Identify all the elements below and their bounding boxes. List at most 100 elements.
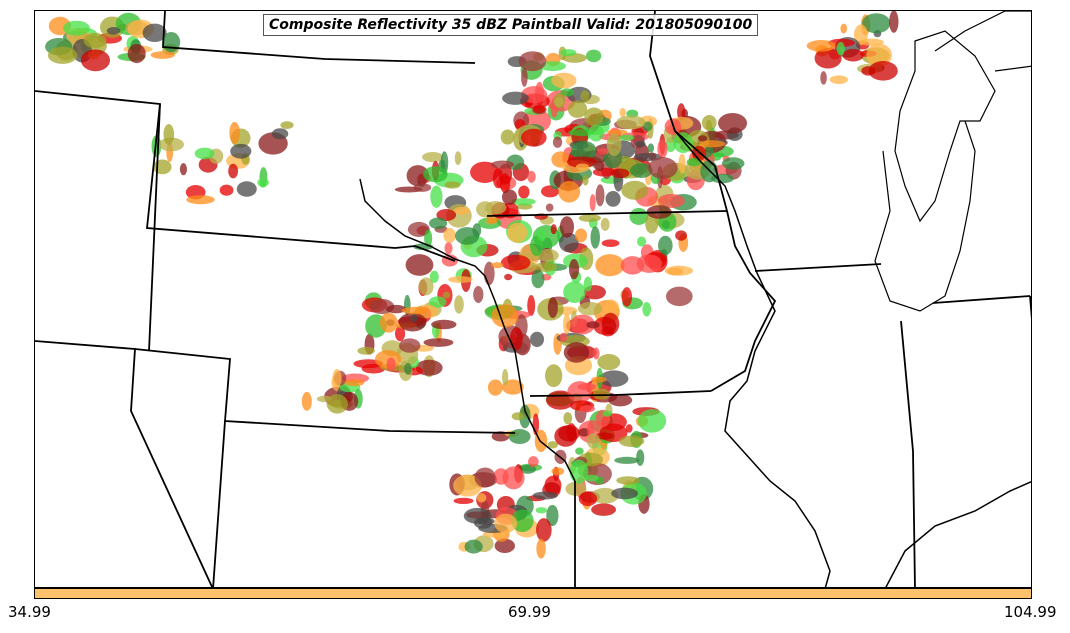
paintball-blob — [563, 412, 573, 425]
paintball-blob — [431, 319, 457, 330]
paintball-blob — [230, 143, 252, 159]
paintball-blob — [127, 43, 146, 64]
paintball-blob — [453, 474, 482, 497]
paintball-blob — [829, 75, 849, 85]
reflectivity-paintballs — [45, 11, 899, 559]
paintball-blob — [410, 313, 418, 323]
paintball-blob — [560, 49, 577, 57]
paintball-blob — [563, 313, 571, 335]
map-title: Composite Reflectivity 35 dBZ Paintball … — [263, 14, 759, 36]
paintball-blob — [422, 151, 444, 163]
paintball-blob — [664, 265, 694, 276]
paintball-blob — [559, 216, 575, 238]
paintball-blob — [840, 23, 848, 34]
paintball-blob — [494, 538, 515, 554]
paintball-blob — [595, 254, 625, 277]
paintball-blob — [619, 107, 627, 118]
paintball-blob — [862, 13, 891, 34]
colorbar-tick-label-min: 34.99 — [8, 603, 51, 621]
paintball-blob — [527, 170, 536, 183]
paintball-blob — [395, 325, 406, 342]
paintball-blob — [519, 404, 531, 429]
ohio-river — [885, 481, 1031, 587]
paintball-blob — [485, 201, 507, 215]
paintball-blob — [163, 124, 175, 145]
paintball-blob — [379, 312, 398, 333]
paintball-blob — [423, 338, 454, 347]
paintball-blob — [577, 301, 603, 316]
paintball-blob — [642, 302, 652, 317]
paintball-blob — [647, 143, 655, 153]
paintball-blob — [547, 441, 559, 449]
paintball-blob — [620, 256, 645, 275]
paintball-blob — [889, 11, 899, 33]
paintball-blob — [464, 539, 483, 554]
paintball-blob — [429, 217, 448, 230]
paintball-blob — [532, 491, 558, 500]
paintball-blob — [63, 20, 90, 36]
paintball-blob — [635, 140, 646, 148]
paintball-blob — [546, 504, 559, 527]
paintball-blob — [444, 242, 453, 255]
border-nd-sd — [35, 90, 161, 352]
paintball-blob — [219, 184, 234, 196]
paintball-blob — [519, 464, 536, 474]
paintball-blob — [552, 136, 563, 148]
paintball-blob — [511, 412, 524, 421]
paintball-blob — [453, 497, 474, 505]
paintball-blob — [563, 281, 586, 304]
paintball-blob — [630, 163, 653, 178]
paintball-blob — [453, 206, 470, 215]
lake-michigan-shore — [874, 120, 976, 312]
paintball-blob — [550, 224, 557, 235]
paintball-blob — [658, 194, 685, 208]
paintball-blob — [428, 296, 447, 308]
border-ne-ks — [134, 348, 516, 434]
paintball-blob — [583, 276, 593, 292]
colorbar — [34, 588, 1032, 599]
paintball-blob — [448, 276, 473, 283]
paintball-blob — [528, 456, 539, 468]
paintball-blob — [560, 88, 574, 97]
paintball-blob — [106, 26, 121, 35]
paintball-blob — [405, 254, 434, 276]
paintball-blob — [636, 449, 645, 466]
paintball-blob — [599, 370, 629, 387]
paintball-blob — [455, 227, 480, 245]
paintball-blob — [578, 427, 590, 437]
paintball-blob — [578, 491, 598, 506]
paintball-blob — [490, 160, 515, 169]
paintball-blob — [344, 378, 365, 387]
paintball-blob — [574, 228, 588, 243]
paintball-blob — [614, 456, 640, 464]
paintball-blob — [385, 304, 407, 314]
paintball-blob — [511, 509, 534, 533]
paintball-blob — [47, 46, 78, 64]
paintball-blob — [606, 133, 622, 157]
paintball-blob — [530, 331, 545, 347]
paintball-blob — [596, 148, 609, 156]
paintball-blob — [332, 369, 342, 388]
upper-mi — [934, 11, 1031, 72]
paintball-blob — [675, 230, 688, 241]
paintball-blob — [584, 107, 604, 127]
paintball-blob — [511, 198, 536, 206]
paintball-blob — [537, 248, 559, 263]
paintball-blob — [638, 409, 667, 433]
paintball-blob — [866, 43, 892, 67]
paintball-blob — [442, 291, 451, 299]
mississippi-river — [674, 130, 831, 587]
paintball-blob — [386, 357, 396, 372]
paintball-blob — [521, 128, 547, 147]
paintball-blob — [179, 163, 187, 176]
paintball-blob — [601, 239, 620, 248]
paintball-blob — [605, 191, 621, 207]
paintball-blob — [625, 424, 633, 433]
paintball-blob — [492, 168, 504, 189]
border-ia-mo — [529, 390, 712, 397]
paintball-blob — [579, 405, 595, 413]
paintball-blob — [806, 39, 836, 52]
paintball-blob — [510, 327, 523, 350]
paintball-blob — [443, 228, 456, 243]
paintball-blob — [423, 166, 448, 183]
